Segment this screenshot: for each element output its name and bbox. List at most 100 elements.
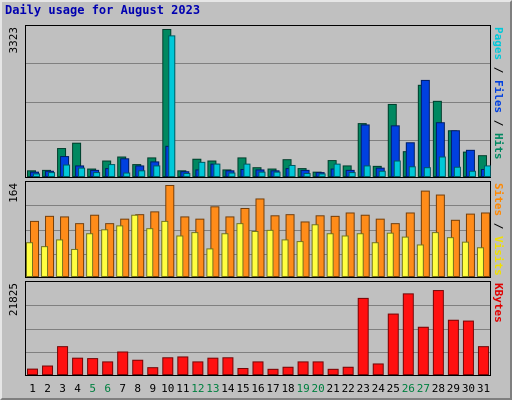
bar-pages-day-25	[393, 160, 401, 178]
panel-1-border	[25, 25, 491, 178]
bar-pages-day-1	[33, 173, 40, 177]
bar-visits-day-24	[371, 242, 379, 277]
bar-kbytes-day-11	[177, 356, 189, 375]
bar-sites-day-31	[480, 212, 490, 278]
bar-kbytes-day-22	[342, 366, 354, 375]
bar-kbytes-day-16	[252, 361, 264, 376]
bar-visits-day-3	[56, 239, 64, 277]
bar-kbytes-day-4	[72, 357, 84, 376]
bar-visits-day-6	[101, 229, 109, 278]
bar-pages-day-11	[183, 172, 191, 178]
bar-kbytes-day-19	[297, 361, 309, 376]
panel-3-border	[25, 281, 491, 376]
bar-pages-day-28	[438, 156, 446, 177]
panel-2-border	[25, 181, 491, 278]
bar-kbytes-day-30	[462, 320, 474, 376]
bar-kbytes-day-7	[117, 351, 129, 375]
bar-kbytes-day-15	[237, 367, 249, 375]
bar-kbytes-day-20	[312, 361, 324, 376]
day-label-25: 25	[387, 382, 400, 395]
day-label-20: 20	[312, 382, 325, 395]
bar-visits-day-8	[131, 214, 139, 277]
day-label-30: 30	[462, 382, 475, 395]
bar-pages-day-31	[483, 165, 491, 178]
chart-title: Daily usage for August 2023	[5, 3, 201, 17]
day-label-19: 19	[296, 382, 309, 395]
day-label-6: 6	[104, 382, 111, 395]
bar-kbytes-day-26	[402, 293, 414, 376]
bar-pages-day-5	[93, 172, 101, 178]
bar-kbytes-day-3	[57, 346, 69, 376]
bar-kbytes-day-6	[102, 361, 114, 376]
bar-pages-day-22	[348, 172, 356, 178]
bar-pages-day-20	[318, 173, 326, 177]
day-label-13: 13	[206, 382, 219, 395]
bar-visits-day-21	[326, 233, 334, 277]
bar-kbytes-day-5	[87, 358, 99, 375]
series-label-part: KBytes	[492, 283, 505, 323]
bar-visits-day-19	[296, 241, 304, 278]
bar-sites-day-13	[210, 206, 220, 278]
bar-kbytes-day-25	[387, 313, 399, 375]
bar-kbytes-day-1	[27, 368, 38, 375]
day-label-29: 29	[447, 382, 460, 395]
bar-visits-day-14	[221, 233, 229, 277]
bar-pages-day-8	[138, 170, 146, 178]
bar-visits-day-1	[26, 242, 33, 277]
bar-pages-day-13	[213, 163, 221, 178]
series-label-part: /	[492, 216, 505, 236]
bar-kbytes-day-23	[357, 297, 369, 375]
panel-2-series-label: Sites / Visits	[492, 183, 505, 276]
day-label-22: 22	[342, 382, 355, 395]
day-label-28: 28	[432, 382, 445, 395]
bar-visits-day-20	[311, 224, 319, 278]
day-label-5: 5	[89, 382, 96, 395]
bar-visits-day-16	[251, 231, 259, 277]
series-label-part: Files	[492, 80, 505, 113]
bar-kbytes-day-21	[327, 368, 339, 375]
series-label-part: /	[492, 113, 505, 133]
bar-kbytes-day-18	[282, 366, 294, 375]
bar-pages-day-19	[303, 172, 311, 178]
bar-visits-day-13	[206, 248, 214, 277]
bar-pages-day-16	[258, 171, 266, 177]
bar-pages-day-26	[408, 166, 416, 178]
bar-visits-day-22	[341, 235, 349, 278]
day-label-16: 16	[251, 382, 264, 395]
bar-pages-day-23	[363, 165, 371, 178]
day-label-10: 10	[161, 382, 174, 395]
bar-visits-day-12	[191, 232, 199, 277]
bar-pages-day-21	[333, 163, 341, 178]
bar-visits-day-23	[356, 233, 364, 277]
bar-visits-day-25	[386, 232, 394, 277]
bar-pages-day-27	[423, 167, 431, 178]
bar-kbytes-day-12	[192, 361, 204, 376]
day-label-8: 8	[134, 382, 141, 395]
bar-pages-day-6	[108, 164, 116, 177]
bar-visits-day-30	[461, 241, 469, 278]
day-label-1: 1	[29, 382, 36, 395]
bar-pages-day-7	[123, 172, 131, 177]
day-label-4: 4	[74, 382, 81, 395]
bar-pages-day-2	[48, 172, 56, 178]
panel-1-series-label: Pages / Files / Hits	[492, 27, 505, 160]
bar-pages-day-9	[153, 165, 161, 178]
day-label-7: 7	[119, 382, 126, 395]
panel-2-max-label: 164	[7, 183, 20, 203]
day-label-3: 3	[59, 382, 66, 395]
bar-visits-day-26	[401, 236, 409, 277]
bar-pages-day-4	[78, 167, 86, 177]
bar-kbytes-day-24	[372, 363, 384, 376]
bar-kbytes-day-27	[417, 326, 429, 375]
bar-pages-day-24	[378, 170, 386, 177]
bar-visits-day-4	[71, 248, 79, 277]
bar-pages-day-10	[168, 35, 176, 177]
day-label-14: 14	[221, 382, 235, 395]
bar-visits-day-15	[236, 223, 244, 278]
series-label-part: Visits	[492, 236, 505, 276]
bar-visits-day-2	[41, 246, 49, 278]
bar-kbytes-day-31	[477, 346, 489, 376]
day-label-18: 18	[281, 382, 294, 395]
bar-visits-day-9	[146, 228, 154, 278]
